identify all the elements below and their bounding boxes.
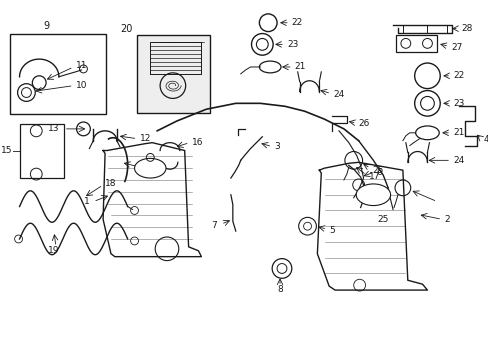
Text: 24: 24 [452, 156, 463, 165]
Text: 6: 6 [376, 168, 381, 177]
Text: 2: 2 [443, 215, 449, 224]
Text: 14: 14 [146, 164, 158, 173]
Text: 17: 17 [368, 172, 379, 181]
Text: 20: 20 [120, 24, 132, 33]
Text: 26: 26 [358, 120, 369, 129]
Text: 24: 24 [332, 90, 344, 99]
Bar [395, 35, 436, 52]
Bar [136, 35, 210, 113]
Text: 1: 1 [83, 197, 89, 206]
Ellipse shape [415, 126, 438, 140]
Text: 11: 11 [76, 62, 87, 71]
Text: 10: 10 [76, 81, 87, 90]
Text: 25: 25 [372, 166, 383, 175]
Text: 16: 16 [191, 138, 203, 147]
Bar [10, 33, 106, 114]
Polygon shape [317, 162, 427, 290]
Ellipse shape [355, 184, 390, 206]
Ellipse shape [259, 61, 281, 73]
Text: 9: 9 [43, 21, 49, 31]
Text: 4: 4 [483, 135, 488, 144]
Text: 23: 23 [286, 40, 298, 49]
Text: 18: 18 [105, 179, 116, 188]
Polygon shape [103, 143, 201, 257]
Text: 22: 22 [291, 18, 303, 27]
Text: 21: 21 [452, 128, 464, 137]
Text: 28: 28 [460, 24, 471, 33]
Text: 12: 12 [139, 134, 150, 143]
Text: 21: 21 [294, 63, 305, 72]
Text: 8: 8 [277, 285, 283, 294]
Text: 13: 13 [48, 125, 60, 134]
Text: 3: 3 [274, 142, 279, 151]
Text: 23: 23 [452, 99, 464, 108]
Text: 7: 7 [211, 221, 217, 230]
Text: 25: 25 [377, 215, 388, 224]
Text: 5: 5 [328, 226, 334, 235]
Ellipse shape [134, 158, 165, 178]
Text: 22: 22 [452, 71, 463, 80]
Text: 27: 27 [450, 43, 462, 52]
Text: 19: 19 [48, 246, 60, 255]
Bar [20, 124, 63, 178]
Text: 15: 15 [1, 146, 13, 155]
